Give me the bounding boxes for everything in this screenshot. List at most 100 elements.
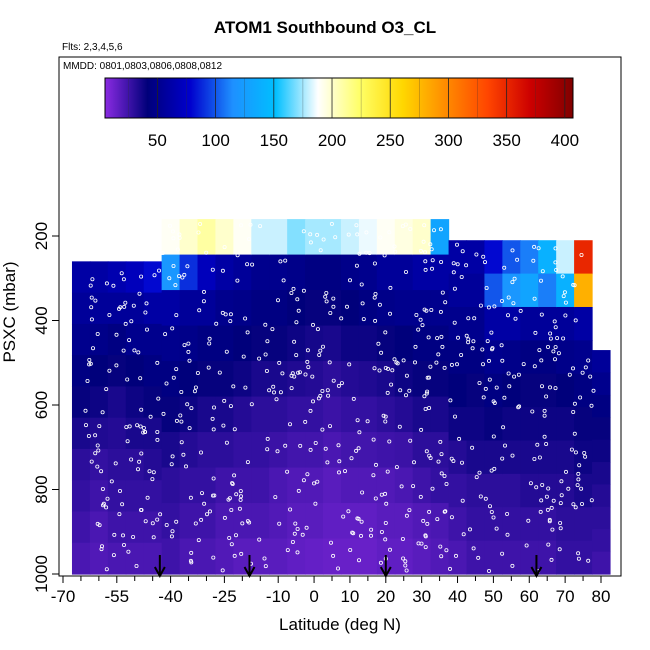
- heatmap-cell: [430, 290, 450, 327]
- sample-point: [89, 317, 94, 322]
- sample-points-layer: [83, 221, 596, 574]
- sample-point: [193, 521, 198, 526]
- sample-point: [583, 454, 588, 459]
- sample-point: [141, 425, 146, 430]
- colorbar-tick-label: 150: [260, 131, 288, 150]
- heatmap-cell: [143, 417, 163, 450]
- sample-point: [182, 272, 187, 277]
- heatmap-cell: [215, 467, 234, 504]
- sample-point: [173, 283, 178, 288]
- sample-point: [129, 457, 134, 462]
- sample-point: [198, 221, 203, 226]
- sample-point: [171, 375, 176, 380]
- sample-point: [155, 437, 160, 442]
- sample-point: [449, 515, 454, 520]
- sample-point: [443, 300, 448, 305]
- sample-point: [326, 393, 331, 398]
- sample-point: [546, 542, 551, 547]
- sample-point: [151, 535, 156, 540]
- sample-point: [548, 331, 553, 336]
- heatmap-cell: [251, 432, 270, 469]
- heatmap-cell: [215, 254, 234, 291]
- sample-point: [387, 439, 392, 444]
- sample-point: [202, 501, 207, 506]
- heatmap-cell: [107, 355, 127, 387]
- sample-point: [207, 336, 212, 341]
- sample-point: [384, 501, 389, 506]
- sample-point: [287, 422, 292, 427]
- sample-point: [387, 547, 392, 552]
- sample-point: [556, 351, 561, 356]
- sample-point: [296, 308, 301, 313]
- heatmap-cell: [448, 340, 468, 375]
- sample-point: [237, 506, 242, 511]
- sample-point: [553, 325, 558, 330]
- heatmap-cell: [269, 219, 288, 256]
- heatmap-cell: [125, 542, 145, 575]
- sample-point: [214, 321, 219, 326]
- sample-point: [241, 354, 246, 359]
- sample-point: [207, 509, 212, 514]
- heatmap-cell: [71, 480, 91, 513]
- sample-point: [460, 498, 465, 503]
- x-tick-label: -10: [266, 587, 291, 606]
- heatmap-cell: [71, 355, 91, 387]
- sample-point: [460, 249, 465, 254]
- sample-point: [263, 322, 268, 327]
- x-tick-label: 60: [520, 587, 539, 606]
- sample-point: [344, 304, 349, 309]
- sample-point: [360, 490, 365, 495]
- sample-point: [155, 429, 160, 434]
- heatmap-cell: [233, 503, 252, 540]
- heatmap-cell: [197, 432, 217, 469]
- sample-point: [296, 370, 301, 375]
- sample-point: [355, 418, 360, 423]
- heatmap-cell: [484, 273, 503, 308]
- heatmap-cell: [287, 503, 306, 540]
- sample-point: [181, 452, 186, 457]
- sample-point: [440, 290, 445, 295]
- heatmap-cell: [376, 290, 396, 327]
- sample-point: [129, 319, 134, 324]
- sample-point: [540, 269, 545, 274]
- sample-point: [337, 459, 342, 464]
- sample-point: [292, 531, 297, 536]
- heatmap-cell: [251, 467, 270, 504]
- heatmap-cell: [394, 361, 414, 398]
- sample-point: [440, 344, 445, 349]
- sample-point: [222, 515, 227, 520]
- sample-point: [549, 505, 554, 510]
- sample-point: [576, 556, 581, 561]
- heatmap-cell: [143, 511, 163, 544]
- sample-point: [502, 395, 507, 400]
- sample-point: [193, 385, 198, 390]
- sample-point: [435, 336, 440, 341]
- sample-point: [377, 302, 382, 307]
- sample-point: [414, 312, 419, 317]
- heatmap-cell: [340, 503, 360, 540]
- sample-point: [264, 368, 269, 373]
- sample-point: [489, 468, 494, 473]
- sample-point: [305, 359, 310, 364]
- sample-point: [404, 513, 409, 518]
- sample-point: [101, 503, 106, 508]
- heatmap-cell: [358, 432, 378, 469]
- sample-point: [201, 299, 206, 304]
- heatmap-cell: [251, 361, 270, 398]
- x-tick-label: -25: [212, 587, 237, 606]
- sample-point: [90, 277, 95, 282]
- sample-point: [379, 350, 384, 355]
- sample-point: [544, 441, 549, 446]
- sample-point: [454, 242, 459, 247]
- sample-point: [235, 278, 240, 283]
- heatmap-cell: [412, 396, 432, 433]
- sample-point: [439, 452, 444, 457]
- heatmap-cell: [484, 306, 503, 341]
- x-tick-label: -55: [105, 587, 130, 606]
- sample-point: [478, 303, 483, 308]
- sample-point: [210, 416, 215, 421]
- heatmap-cell: [556, 373, 575, 408]
- sample-point: [135, 423, 140, 428]
- sample-point: [575, 483, 580, 488]
- sample-point: [164, 381, 169, 386]
